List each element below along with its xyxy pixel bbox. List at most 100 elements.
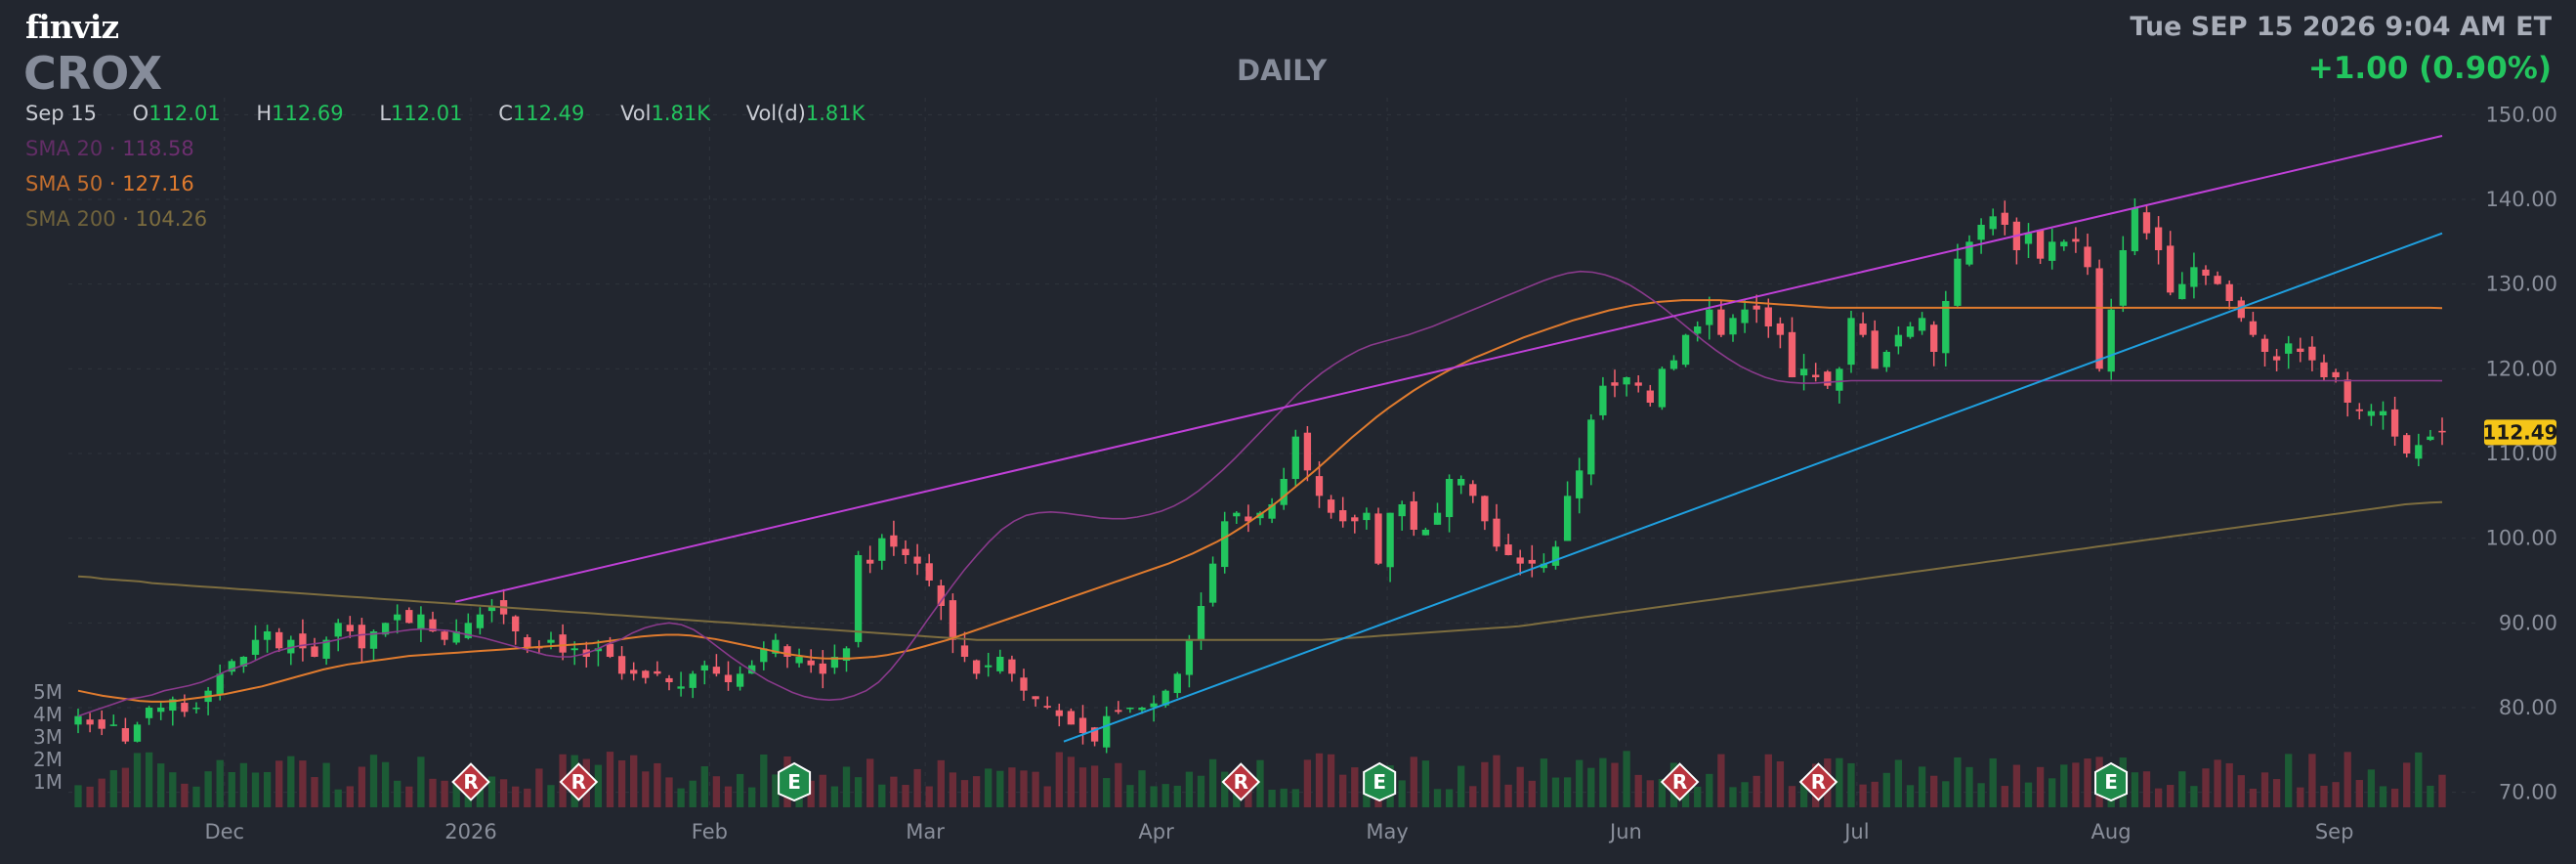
candle-body bbox=[594, 648, 603, 652]
volume-bar bbox=[239, 762, 248, 807]
price-tick-label: 80.00 bbox=[2499, 696, 2557, 719]
candle-body bbox=[654, 670, 661, 674]
candle-body bbox=[830, 657, 839, 669]
candle-body bbox=[1847, 318, 1855, 366]
volume-bar bbox=[925, 786, 933, 807]
volume-bar bbox=[2024, 782, 2033, 807]
candle-body bbox=[617, 656, 626, 674]
candle-body bbox=[642, 670, 650, 678]
candle-body bbox=[2367, 410, 2376, 416]
volume-bar bbox=[1918, 766, 1926, 807]
volume-bar bbox=[2001, 786, 2008, 807]
volume-bar bbox=[949, 772, 957, 807]
volume-tick-label: 5M bbox=[33, 680, 63, 704]
volume-bar bbox=[724, 786, 733, 807]
volume-bar bbox=[1008, 767, 1016, 807]
volume-bar bbox=[1161, 784, 1169, 807]
volume-bar bbox=[854, 777, 863, 807]
candle-body bbox=[2438, 430, 2446, 433]
candle-body bbox=[1942, 301, 1950, 354]
candle-body bbox=[1540, 563, 1548, 569]
candle-body bbox=[487, 606, 496, 612]
volume-bar bbox=[1504, 784, 1512, 807]
open-value: 112.01 bbox=[148, 102, 221, 125]
high-label: H bbox=[256, 102, 273, 125]
volume-bar bbox=[677, 788, 685, 807]
finviz-logo[interactable]: finviz bbox=[25, 8, 119, 46]
candle-body bbox=[228, 661, 235, 672]
candle-body bbox=[1587, 419, 1595, 475]
candle-body bbox=[1894, 334, 1903, 347]
candle-body bbox=[1161, 690, 1169, 706]
date-tick-label: Jun bbox=[1608, 820, 1642, 843]
last-price-label: 112.49 bbox=[2482, 420, 2557, 444]
volume-bar bbox=[2403, 762, 2411, 807]
candle-body bbox=[854, 555, 863, 642]
volume-bar bbox=[1067, 756, 1076, 807]
volume-bar bbox=[665, 777, 673, 807]
candle-body bbox=[417, 614, 425, 629]
sma20-legend[interactable]: SMA 20 · 118.58 bbox=[25, 137, 194, 160]
candle-body bbox=[192, 708, 200, 710]
candle-body bbox=[476, 614, 485, 628]
volume-bar bbox=[2154, 788, 2163, 807]
candle-body bbox=[949, 600, 957, 640]
candle-body bbox=[2131, 207, 2139, 252]
volume-bar bbox=[487, 776, 496, 807]
volume-bar bbox=[1516, 766, 1524, 807]
volume-bar bbox=[157, 763, 165, 807]
volume-bar bbox=[181, 783, 189, 807]
volume-bar bbox=[1185, 771, 1194, 807]
volume-bar bbox=[772, 774, 780, 807]
volume-bar bbox=[760, 754, 768, 807]
candle-body bbox=[902, 548, 909, 555]
volume-bar bbox=[1563, 777, 1572, 807]
volume-bar bbox=[842, 766, 851, 807]
date-tick-label: Dec bbox=[204, 820, 244, 843]
candle-body bbox=[1504, 544, 1512, 555]
volume-bar bbox=[1576, 759, 1584, 807]
volume-bar bbox=[985, 768, 992, 807]
volume-bar bbox=[1090, 765, 1099, 807]
candle-body bbox=[2320, 362, 2328, 377]
price-tick-label: 70.00 bbox=[2499, 781, 2557, 804]
volume-bar bbox=[1599, 757, 1607, 807]
candle-body bbox=[251, 639, 260, 655]
volume-bar bbox=[2214, 759, 2221, 807]
candle-body bbox=[1433, 512, 1442, 525]
sma50-legend[interactable]: SMA 50 · 127.16 bbox=[25, 172, 194, 195]
volume-bar bbox=[902, 785, 909, 807]
candle-body bbox=[239, 657, 248, 668]
candle-body bbox=[181, 703, 189, 713]
sma200-legend[interactable]: SMA 200 · 104.26 bbox=[25, 207, 208, 231]
volume-bar bbox=[1729, 787, 1737, 807]
volume-bar bbox=[1457, 765, 1465, 807]
volume-bar bbox=[1528, 780, 1536, 807]
event-label: R bbox=[1811, 770, 1826, 794]
volume-bar bbox=[287, 756, 295, 807]
volume-bar bbox=[878, 784, 886, 807]
candle-body bbox=[1965, 241, 1973, 265]
candle-body bbox=[1221, 521, 1229, 568]
volume-bar bbox=[1658, 778, 1667, 807]
volume-bar bbox=[1859, 784, 1867, 807]
candle-body bbox=[441, 631, 448, 640]
date-tick-label: 2026 bbox=[444, 820, 496, 843]
ticker-symbol: CROX bbox=[23, 47, 163, 100]
low-label: L bbox=[379, 102, 392, 125]
volume-bar bbox=[1753, 775, 1760, 807]
volume-bar bbox=[1894, 759, 1903, 807]
volume-bar bbox=[1245, 781, 1252, 807]
close-label: C bbox=[498, 102, 513, 125]
volume-bar bbox=[2438, 774, 2446, 807]
candle-body bbox=[2167, 245, 2175, 293]
candle-body bbox=[1906, 326, 1915, 337]
event-label: E bbox=[787, 770, 801, 794]
volume-bar bbox=[1280, 788, 1288, 807]
candle-body bbox=[2214, 276, 2221, 284]
candle-body bbox=[1185, 639, 1194, 675]
candle-body bbox=[736, 673, 744, 687]
candle-body bbox=[1410, 500, 1417, 530]
candle-body bbox=[700, 665, 708, 671]
